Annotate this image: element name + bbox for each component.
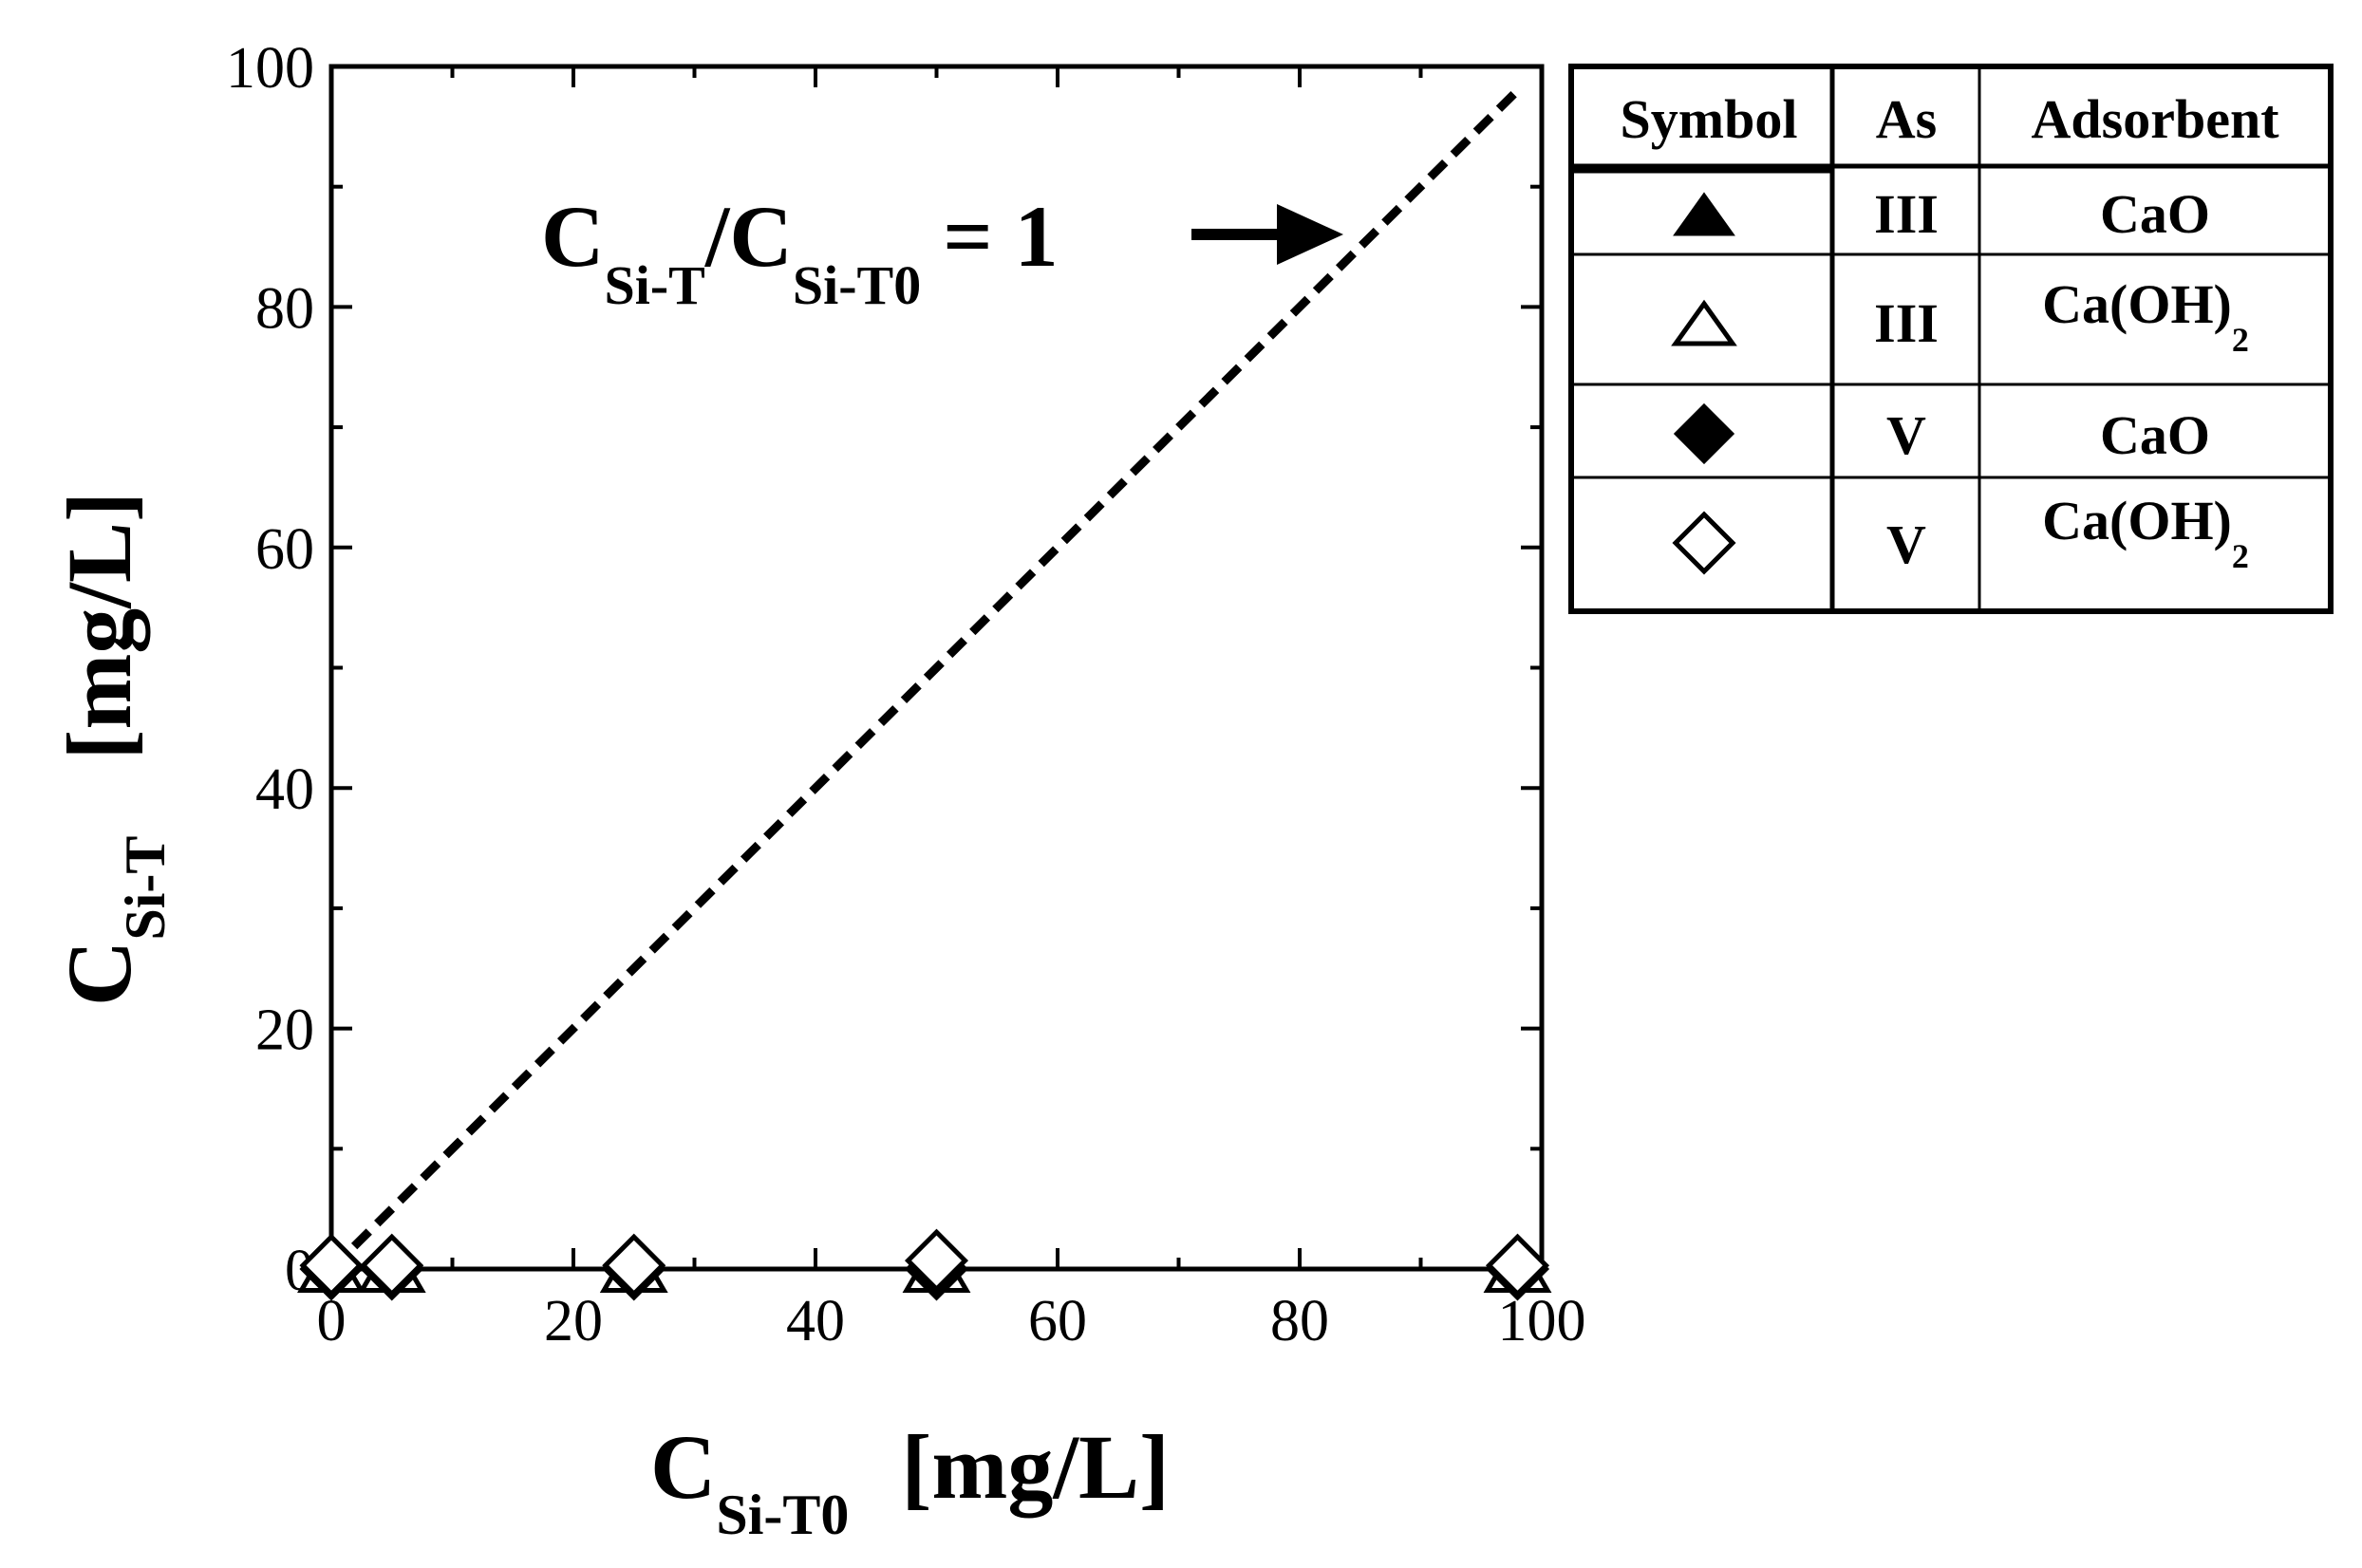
legend-table: Symbol As Adsorbent III CaO III Ca(OH)2 … [1568,64,2334,614]
data-markers [297,1228,1552,1301]
legend-row2-adsorbent-main: Ca(OH) [2042,273,2232,335]
marker-open-diamond [904,1228,969,1293]
y-tick-label: 40 [255,757,314,822]
reference-line-y-equals-x [328,87,1521,1273]
y-axis-title-main: C [48,941,150,1006]
legend-row2-adsorbent-sub: 2 [2232,321,2249,359]
x-axis-title-sub: Si-T0 [716,1484,849,1546]
x-axis-title: CSi-T0 [mg/L] [650,1416,1170,1546]
x-tick-label: 80 [1270,1289,1329,1353]
legend-filled-diamond-icon [1673,402,1735,465]
legend-header-symbol: Symbol [1621,88,1798,150]
marker-open-diamond [360,1233,424,1297]
y-tick-label: 20 [255,999,314,1063]
legend-row4-adsorbent-main: Ca(OH) [2042,490,2232,551]
x-tick-label: 20 [544,1289,603,1353]
legend-row3-as: V [1886,404,1926,466]
legend-row4-as: V [1886,513,1926,575]
legend-row3-adsorbent: CaO [2100,404,2210,466]
marker-open-diamond [299,1233,364,1297]
x-tick-label: 60 [1028,1289,1087,1353]
x-tick-label: 100 [1498,1289,1586,1353]
annotation-arrow [1191,204,1343,265]
legend-row1-as: III [1874,183,1939,245]
legend-row4-adsorbent: Ca(OH)2 [2042,490,2249,575]
annotation-part1: C [541,188,604,285]
annotation-sub2: Si-T0 [793,254,921,316]
annotation-part3: = 1 [921,188,1058,285]
legend-open-triangle-icon [1671,299,1737,346]
y-tick-label: 80 [255,276,314,341]
legend-open-diamond-icon [1672,511,1736,575]
legend-row4-adsorbent-sub: 2 [2232,537,2249,575]
y-axis-title: CSi-T [mg/L] [48,492,177,1006]
marker-open-diamond [1485,1233,1550,1297]
annotation-part2: /C [704,188,793,285]
legend-filled-triangle-icon [1673,192,1735,236]
x-tick-label: 40 [786,1289,845,1353]
legend-row2-as: III [1874,292,1939,354]
y-tick-label: 100 [226,36,314,101]
y-axis-title-sub: Si-T [114,836,177,941]
legend-row2-adsorbent: Ca(OH)2 [2042,273,2249,359]
marker-open-diamond [602,1233,666,1297]
legend-row1-adsorbent: CaO [2100,183,2210,245]
y-tick-label: 60 [255,517,314,582]
x-axis-title-main: C [650,1416,716,1518]
y-axis-title-unit: [mg/L] [48,492,150,760]
annotation-sub1: Si-T [604,254,704,316]
legend-header-as: As [1876,88,1937,150]
legend-header-adsorbent: Adsorbent [2031,88,2279,150]
x-axis-title-unit: [mg/L] [901,1416,1170,1518]
annotation-ratio: CSi-T/CSi-T0 = 1 [541,188,1059,316]
